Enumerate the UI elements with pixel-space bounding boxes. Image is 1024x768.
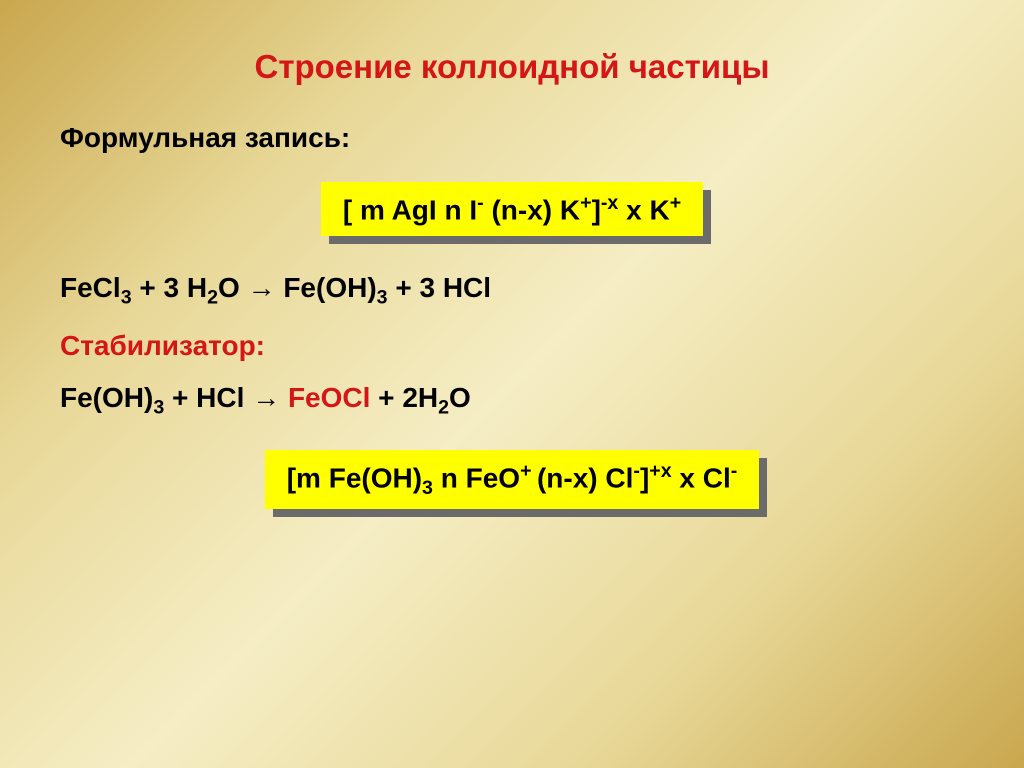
formula-text: ] bbox=[640, 462, 649, 493]
formula-sup: -x bbox=[601, 192, 618, 214]
micelle-formula-2-box: [m Fe(OH)3 n FeO+ (n-x) Cl-]+x x Cl- bbox=[265, 450, 760, 510]
formula-text: [ m AgI n I bbox=[343, 194, 477, 225]
eq-text bbox=[280, 382, 288, 413]
arrow-icon: → bbox=[252, 382, 280, 413]
eq-text: Fe(OH) bbox=[276, 272, 377, 303]
formula-sup: +x bbox=[649, 460, 671, 482]
formula-text: x Cl bbox=[672, 462, 731, 493]
arrow-icon: → bbox=[248, 272, 276, 303]
formula-text: [m Fe(OH) bbox=[287, 462, 422, 493]
eq-text: O bbox=[449, 382, 471, 413]
formula-notation-label: Формульная запись: bbox=[60, 122, 964, 154]
stabilizer-label: Стабилизатор: bbox=[60, 330, 964, 362]
micelle-formula-1-box: [ m AgI n I- (n-x) K+]-x x K+ bbox=[321, 182, 703, 236]
eq-text: FeCl bbox=[60, 272, 121, 303]
formula-sub: 3 bbox=[422, 476, 433, 498]
formula-text: (n-x) Cl bbox=[537, 462, 633, 493]
formula-text: n FeO bbox=[433, 462, 520, 493]
eq-text: + 3 HCl bbox=[388, 272, 491, 303]
eq-text: O bbox=[218, 272, 248, 303]
formula-text: (n-x) K bbox=[484, 194, 580, 225]
feocl-highlight: FeOCl bbox=[288, 382, 370, 413]
eq-sub: 2 bbox=[438, 397, 449, 419]
eq-sub: 3 bbox=[121, 287, 132, 309]
formula-sup: + bbox=[520, 460, 537, 482]
micelle-formula-1: [ m AgI n I- (n-x) K+]-x x K+ bbox=[321, 182, 703, 236]
formula-sup: + bbox=[670, 192, 681, 214]
eq-text: + HCl bbox=[164, 382, 252, 413]
micelle-formula-2: [m Fe(OH)3 n FeO+ (n-x) Cl-]+x x Cl- bbox=[265, 450, 760, 510]
eq-sub: 2 bbox=[207, 287, 218, 309]
formula-text: x K bbox=[618, 194, 669, 225]
formula-sup: - bbox=[731, 460, 738, 482]
eq-text: + 3 H bbox=[132, 272, 207, 303]
eq-sub: 3 bbox=[153, 397, 164, 419]
eq-sub: 3 bbox=[377, 287, 388, 309]
slide-container: Строение коллоидной частицы Формульная з… bbox=[0, 0, 1024, 593]
stabilizer-equation: Fe(OH)3 + HCl → FeOCl + 2H2O bbox=[60, 382, 964, 420]
eq-text: + 2H bbox=[370, 382, 438, 413]
eq-text: Fe(OH) bbox=[60, 382, 153, 413]
hydrolysis-equation: FeCl3 + 3 H2O → Fe(OH)3 + 3 HCl bbox=[60, 272, 964, 310]
formula-sup: + bbox=[580, 192, 591, 214]
slide-title: Строение коллоидной частицы bbox=[60, 48, 964, 86]
formula-text: ] bbox=[592, 194, 601, 225]
equations-group: FeCl3 + 3 H2O → Fe(OH)3 + 3 HCl Стабилиз… bbox=[60, 272, 964, 419]
